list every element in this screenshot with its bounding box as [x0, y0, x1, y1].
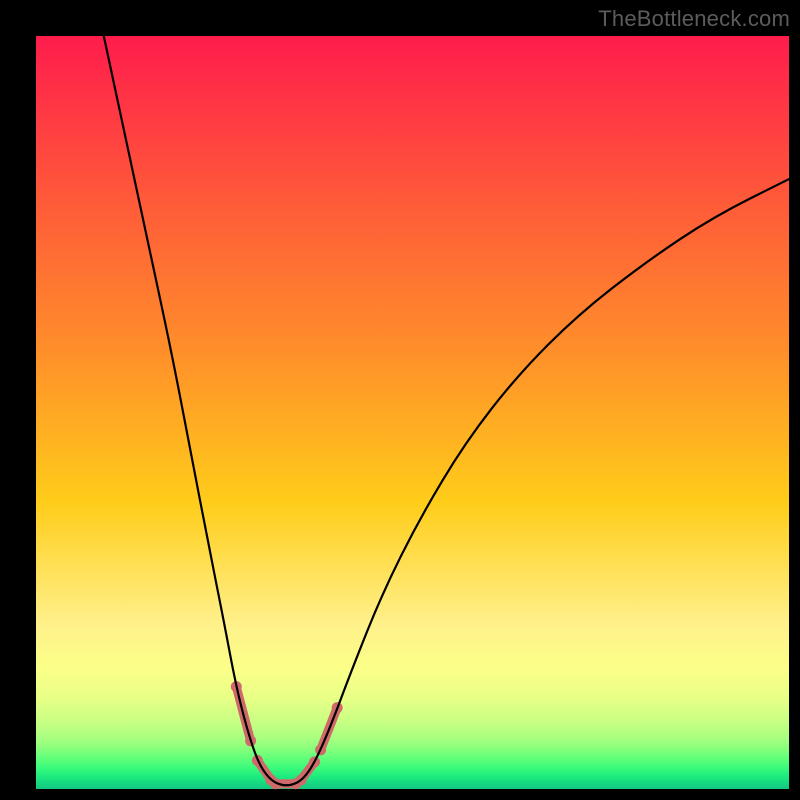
chart-container: { "watermark": { "text": "TheBottleneck.…: [0, 0, 800, 800]
plot-area: [36, 36, 789, 789]
watermark-text: TheBottleneck.com: [598, 6, 790, 32]
